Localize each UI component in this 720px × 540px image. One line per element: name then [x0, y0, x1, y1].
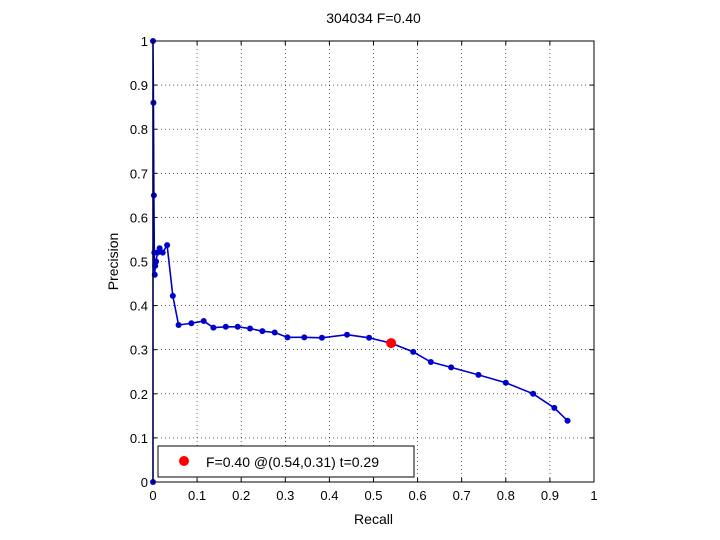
data-point [318, 334, 325, 341]
series-layer [150, 38, 571, 485]
y-tick-label: 0 [141, 475, 148, 490]
y-tick-label: 0.5 [130, 255, 148, 270]
data-point [344, 331, 351, 338]
data-point [410, 348, 417, 355]
y-tick-label: 0.1 [130, 431, 148, 446]
legend-label: F=0.40 @(0.54,0.31) t=0.29 [206, 454, 379, 470]
data-point [448, 364, 455, 371]
x-tick-label: 0.3 [276, 488, 294, 503]
x-tick-label: 0.1 [188, 488, 206, 503]
data-point [366, 334, 373, 341]
y-tick-label: 0.9 [130, 78, 148, 93]
legend-box [157, 445, 415, 478]
data-point [475, 371, 482, 378]
data-point [210, 324, 217, 331]
data-point [153, 258, 160, 265]
data-point [164, 242, 171, 249]
grid-lines [153, 41, 594, 482]
data-point [188, 320, 195, 327]
plot-frame [152, 40, 595, 483]
x-axis-label: Recall [354, 511, 393, 527]
x-tick-label: 0.7 [453, 488, 471, 503]
y-tick-label: 0.2 [130, 387, 148, 402]
data-point [427, 359, 434, 366]
data-point [247, 325, 254, 332]
y-tick-label: 0.8 [130, 122, 148, 137]
x-tick-label: 0.8 [497, 488, 515, 503]
x-tick-label: 0 [149, 488, 156, 503]
legend-marker [179, 456, 189, 466]
x-tick-label: 0.5 [364, 488, 382, 503]
data-point [234, 323, 241, 330]
legend: F=0.40 @(0.54,0.31) t=0.29 [157, 445, 415, 478]
x-tick-label: 0.4 [320, 488, 338, 503]
y-tick-label: 0.3 [130, 343, 148, 358]
data-point [169, 292, 176, 299]
y-tick-label: 0.4 [130, 299, 148, 314]
x-tick-label: 1 [590, 488, 597, 503]
data-point [551, 404, 558, 411]
best-f-point [386, 338, 397, 349]
data-point [301, 334, 308, 341]
data-point [156, 245, 163, 252]
data-point [502, 379, 509, 386]
data-point [564, 417, 571, 424]
data-point [530, 390, 537, 397]
data-point [159, 249, 166, 256]
y-tick-label: 0.7 [130, 166, 148, 181]
data-point [200, 318, 207, 325]
x-tick-label: 0.6 [409, 488, 427, 503]
data-point [259, 328, 266, 335]
y-axis-label: Precision [105, 233, 121, 291]
data-point [271, 329, 278, 336]
data-point [175, 322, 182, 329]
x-tick-label: 0.9 [541, 488, 559, 503]
data-point [284, 334, 291, 341]
data-point [150, 192, 157, 199]
y-tick-label: 1 [141, 34, 148, 49]
y-tick-label: 0.6 [130, 210, 148, 225]
axis-ticks: 0 0.1 0.2 0.3 0.4 0.5 0.6 0.7 0.8 0.9 1 0 0.1 0.2 0.3 0… [130, 34, 598, 503]
x-tick-label: 0.2 [232, 488, 250, 503]
data-point [222, 323, 229, 330]
chart-title: 304034 F=0.40 [326, 10, 421, 26]
